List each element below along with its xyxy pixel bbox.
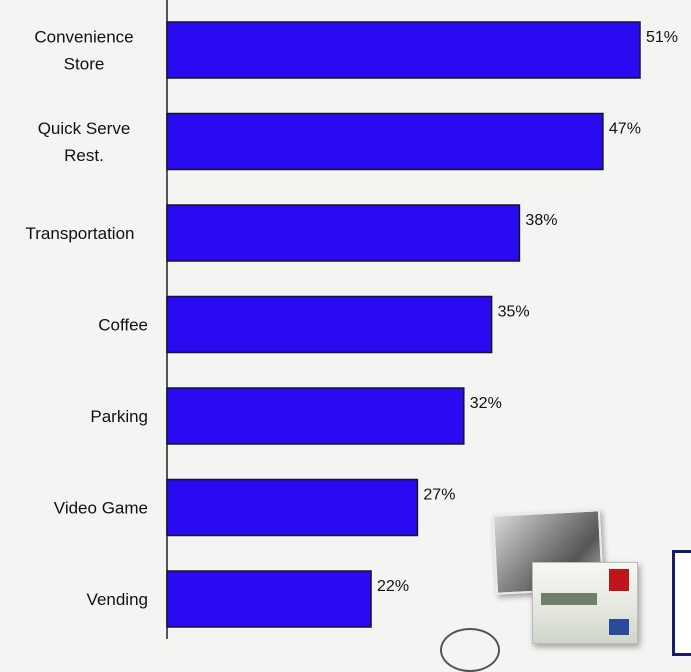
value-label-1: 47% (609, 121, 641, 138)
category-label-0-line-0: Convenience (34, 28, 133, 47)
value-label-2: 38% (525, 212, 557, 229)
framed-box-decoration (672, 550, 691, 656)
category-labels: Convenience Store Quick Serve Rest. Transpor… (26, 28, 148, 610)
card-logo-red (609, 569, 629, 591)
chart-area: Convenience Store Quick Serve Rest. Transpor… (26, 0, 678, 639)
bar-0 (166, 21, 641, 79)
category-label-6: Vending (87, 590, 148, 609)
bar-4 (166, 387, 465, 445)
value-label-6: 22% (377, 578, 409, 595)
category-label-1-line-1: Rest. (64, 146, 104, 165)
bar-1 (166, 112, 604, 171)
category-label-2: Transportation (26, 224, 135, 243)
category-label-1-line-0: Quick Serve (38, 119, 131, 138)
circle-decoration (440, 628, 500, 672)
category-label-4: Parking (90, 407, 148, 426)
bar-6 (166, 570, 372, 628)
value-label-0: 51% (646, 29, 678, 46)
bar-chart: Convenience Store Quick Serve Rest. Transpor… (26, 0, 678, 639)
bars-layer (166, 21, 641, 628)
category-label-0-line-1: Store (64, 55, 105, 74)
bar-5 (166, 478, 419, 537)
value-label-3: 35% (498, 304, 530, 321)
bar-3 (166, 295, 493, 354)
value-labels: 51% 47% 38% 35% 32% 27% 22% (377, 29, 678, 595)
category-label-3: Coffee (98, 316, 148, 335)
bar-2 (166, 204, 521, 262)
card-stripe (541, 593, 597, 605)
card-logo-blue (609, 619, 629, 635)
value-label-5: 27% (423, 487, 455, 504)
category-label-5: Video Game (54, 499, 148, 518)
credit-card-icon (532, 562, 638, 644)
value-label-4: 32% (470, 395, 502, 412)
